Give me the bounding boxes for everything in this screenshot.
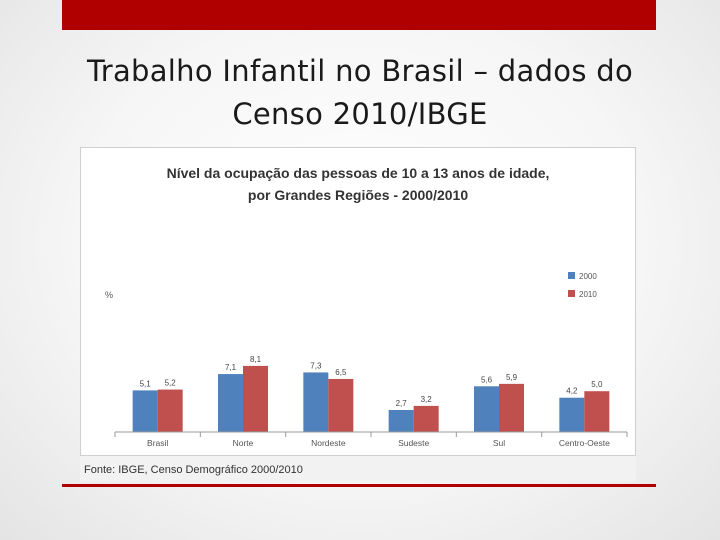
legend-label-2000: 2000 <box>579 272 597 281</box>
bar-2000-sudeste <box>388 409 414 432</box>
data-label-2000-sul: 5,6 <box>481 375 493 384</box>
legend-swatch-2000 <box>568 272 575 279</box>
category-label-sul: Sul <box>493 438 505 448</box>
chart-title-line-1: Nível da ocupação das pessoas de 10 a 13… <box>167 165 550 181</box>
x-axis: Brasil Norte Nordeste Sudeste Sul Centro-Oest… <box>114 431 628 448</box>
y-axis-label: % <box>105 290 113 300</box>
data-label-2010-centro-oeste: 5,0 <box>591 380 603 389</box>
bar-2000-nordeste <box>303 372 329 432</box>
data-label-2000-sudeste: 2,7 <box>396 399 408 408</box>
bar-2000-sul <box>474 386 499 432</box>
source-strip <box>80 456 636 482</box>
data-label-2000-brasil: 5,1 <box>140 379 152 388</box>
data-label-2000-norte: 7,1 <box>225 363 237 372</box>
bottom-accent-rule <box>62 484 656 487</box>
category-label-sudeste: Sudeste <box>398 438 429 448</box>
category-label-centro-oeste: Centro-Oeste <box>559 438 610 448</box>
bar-2010-norte <box>243 365 268 432</box>
data-label-2000-nordeste: 7,3 <box>310 361 322 370</box>
legend-label-2010: 2010 <box>579 290 597 299</box>
chart-legend: 2000 2010 <box>568 272 597 299</box>
slide-title-line-2: Censo 2010/IBGE <box>232 97 488 131</box>
bar-2010-sudeste <box>413 405 439 432</box>
bar-2000-norte <box>218 374 243 432</box>
category-label-nordeste: Nordeste <box>311 438 346 448</box>
data-label-2010-norte: 8,1 <box>250 355 262 364</box>
chart-bars: 5,1 5,2 7,1 8,1 7,3 6,5 2,7 3,2 5,6 5,9 4,2 5,0 <box>132 355 610 432</box>
data-label-2000-centro-oeste: 4,2 <box>566 387 578 396</box>
slide-title-line-1: Trabalho Infantil no Brasil – dados do <box>86 54 634 88</box>
chart-title-line-2: por Grandes Regiões - 2000/2010 <box>248 187 468 203</box>
bar-chart: Nível da ocupação das pessoas de 10 a 13… <box>105 165 628 448</box>
slide-title: Trabalho Infantil no Brasil – dados do C… <box>40 50 680 136</box>
category-label-brasil: Brasil <box>147 438 168 448</box>
bar-2010-nordeste <box>328 378 354 432</box>
legend-swatch-2010 <box>568 290 575 297</box>
category-label-norte: Norte <box>233 438 254 448</box>
data-label-2010-sudeste: 3,2 <box>421 395 433 404</box>
bar-2010-centro-oeste <box>584 391 610 432</box>
top-accent-bar <box>62 0 656 30</box>
bar-2010-sul <box>499 383 524 432</box>
data-label-2010-sul: 5,9 <box>506 373 518 382</box>
bar-2010-brasil <box>157 389 183 432</box>
data-label-2010-nordeste: 6,5 <box>335 368 347 377</box>
data-label-2010-brasil: 5,2 <box>165 379 177 388</box>
bar-2000-brasil <box>132 390 158 432</box>
chart-frame: Nível da ocupação das pessoas de 10 a 13… <box>80 147 636 456</box>
source-note: Fonte: IBGE, Censo Demográfico 2000/2010 <box>84 464 303 476</box>
bar-2000-centro-oeste <box>559 397 585 432</box>
